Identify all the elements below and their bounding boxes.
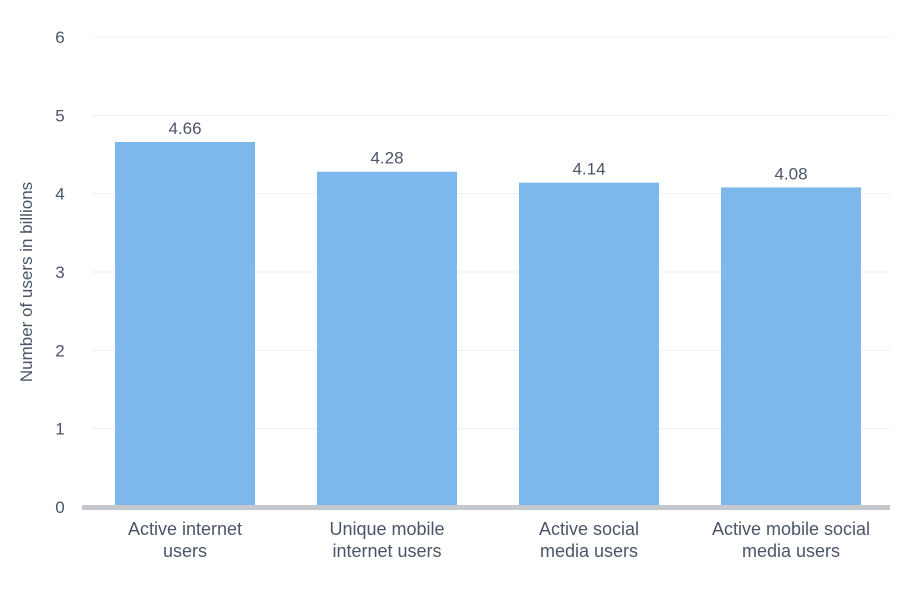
y-tick-label: 1 xyxy=(55,420,64,439)
bar-value-label: 4.14 xyxy=(572,160,605,179)
axes xyxy=(82,505,890,510)
x-tick-label: Active social media users xyxy=(539,519,639,561)
y-tick-label: 2 xyxy=(55,341,64,360)
y-axis-title: Number of users in billions xyxy=(17,182,36,382)
bar[interactable] xyxy=(721,187,861,507)
x-tick-label: Active internet users xyxy=(128,519,242,561)
x-tick-label: Unique mobile internet users xyxy=(329,519,444,561)
x-tick-label: Active mobile social media users xyxy=(712,519,870,561)
bar[interactable] xyxy=(317,171,457,507)
x-axis-line xyxy=(82,505,890,510)
y-tick-label: 5 xyxy=(55,106,64,125)
y-tick-label: 0 xyxy=(55,498,64,517)
bars xyxy=(115,141,861,507)
bar[interactable] xyxy=(519,182,659,507)
bar-value-label: 4.66 xyxy=(168,119,201,138)
y-tick-label: 4 xyxy=(55,185,64,204)
bar-value-label: 4.08 xyxy=(774,164,807,183)
y-tick-label: 3 xyxy=(55,263,64,282)
bar[interactable] xyxy=(115,141,255,507)
y-tick-label: 6 xyxy=(55,28,64,47)
labels: 0 1 2 3 4 5 6 4.66 Active internet users 4.28 Uniqu… xyxy=(55,28,870,561)
bar-value-label: 4.28 xyxy=(370,149,403,168)
